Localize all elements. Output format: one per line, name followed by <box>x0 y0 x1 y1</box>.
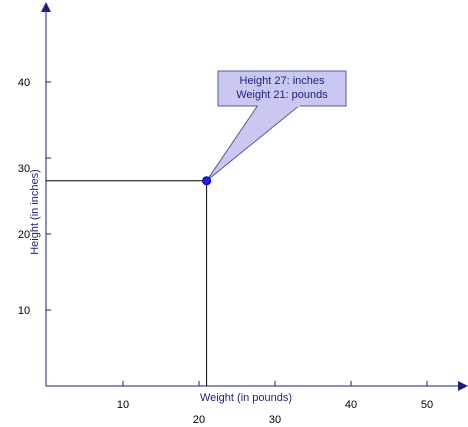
y-tick-label: 10 <box>18 305 30 317</box>
x-axis-title: Weight (in pounds) <box>200 392 292 404</box>
y-tick-label: 20 <box>18 229 30 241</box>
x-tick-label: 20 <box>193 414 205 426</box>
y-axis-arrow-icon <box>41 2 51 12</box>
y-tick-label: 40 <box>18 77 30 89</box>
y-tick-label: 30 <box>18 163 30 175</box>
x-ticks: 10 20 30 40 50 <box>117 381 433 426</box>
callout-line-2: Weight 21: pounds <box>236 89 328 101</box>
x-tick-label: 30 <box>269 414 281 426</box>
y-ticks: 10 20 30 40 <box>18 77 51 317</box>
x-tick-label: 50 <box>421 399 433 411</box>
x-axis-arrow-icon <box>458 381 468 391</box>
data-point <box>202 176 212 186</box>
y-axis-title: Height (in inches) <box>29 169 41 255</box>
x-tick-label: 10 <box>117 399 129 411</box>
callout-box <box>217 70 347 107</box>
callout-seam <box>258 104 300 107</box>
callout-line-1: Height 27: inches <box>240 75 325 87</box>
x-tick-label: 40 <box>345 399 357 411</box>
callout-pointer <box>206 104 302 182</box>
